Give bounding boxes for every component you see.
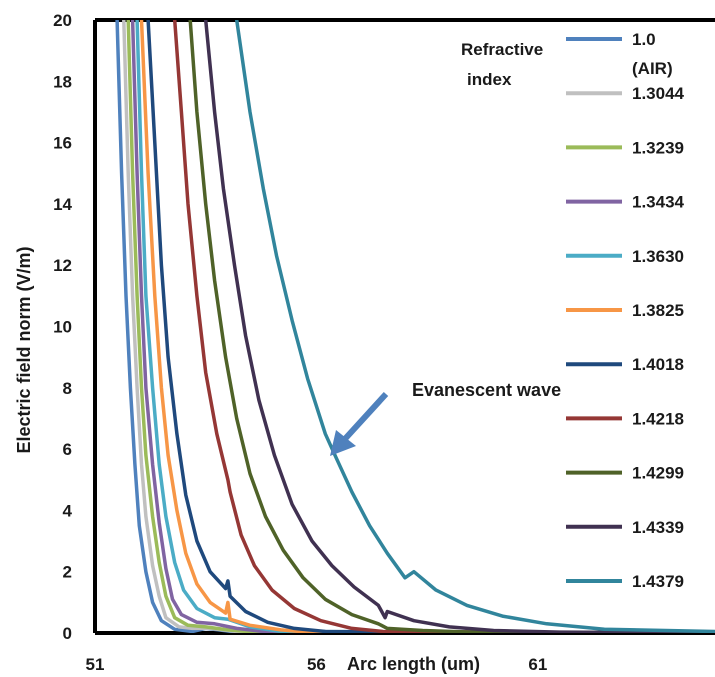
y-tick-label: 8 [63,379,72,398]
series-line-9 [188,20,715,633]
legend-label: 1.3434 [632,193,685,212]
series-line-1 [115,20,715,633]
y-axis-ticks: 0 2 4 6 8 10 12 14 16 18 20 [53,11,72,643]
series-line-5 [135,20,715,633]
y-tick-label: 6 [63,440,72,459]
series-line-8 [172,20,715,633]
x-axis-label: Arc length (um) [347,654,480,674]
x-tick-label: 61 [528,655,547,674]
y-tick-label: 2 [63,563,72,582]
annotation-arrow-head [330,430,356,456]
x-axis-ticks: 51 56 61 [86,655,548,674]
legend-title: Refractive [461,40,543,59]
plot-frame [93,18,715,635]
legend-label: 1.3044 [632,84,685,103]
annotation-text: Evanescent wave [412,380,561,400]
legend-label: 1.3630 [632,247,684,266]
annotation: Evanescent wave [330,380,561,456]
y-tick-label: 20 [53,11,72,30]
series-line-6 [139,20,715,633]
legend: Refractive index 1.0 (AIR) 1.3044 1.3239 1.343… [461,30,685,591]
y-tick-label: 12 [53,256,72,275]
y-tick-label: 4 [63,501,73,520]
legend-label: (AIR) [632,59,673,78]
x-tick-label: 56 [307,655,326,674]
legend-label: 1.0 [632,30,656,49]
legend-label: 1.4218 [632,409,684,428]
legend-label: 1.4339 [632,518,684,537]
legend-label: 1.4018 [632,355,684,374]
x-tick-label: 51 [86,655,105,674]
y-tick-label: 0 [63,624,72,643]
series-line-7 [146,20,715,633]
legend-label: 1.3239 [632,138,684,157]
series-line-3 [126,20,715,633]
series-lines [115,20,715,633]
legend-label: 1.4379 [632,572,684,591]
annotation-arrow-shaft [341,391,389,443]
series-line-10 [203,20,715,633]
y-tick-label: 18 [53,72,72,91]
y-tick-label: 10 [53,318,72,337]
y-axis-label: Electric field norm (V/m) [14,246,34,453]
series-line-2 [122,20,715,633]
y-tick-label: 14 [53,195,72,214]
y-tick-label: 16 [53,134,72,153]
legend-label: 1.3825 [632,301,684,320]
series-line-11 [234,20,715,633]
legend-label: 1.4299 [632,464,684,483]
series-line-4 [130,20,715,633]
legend-title: index [467,70,512,89]
